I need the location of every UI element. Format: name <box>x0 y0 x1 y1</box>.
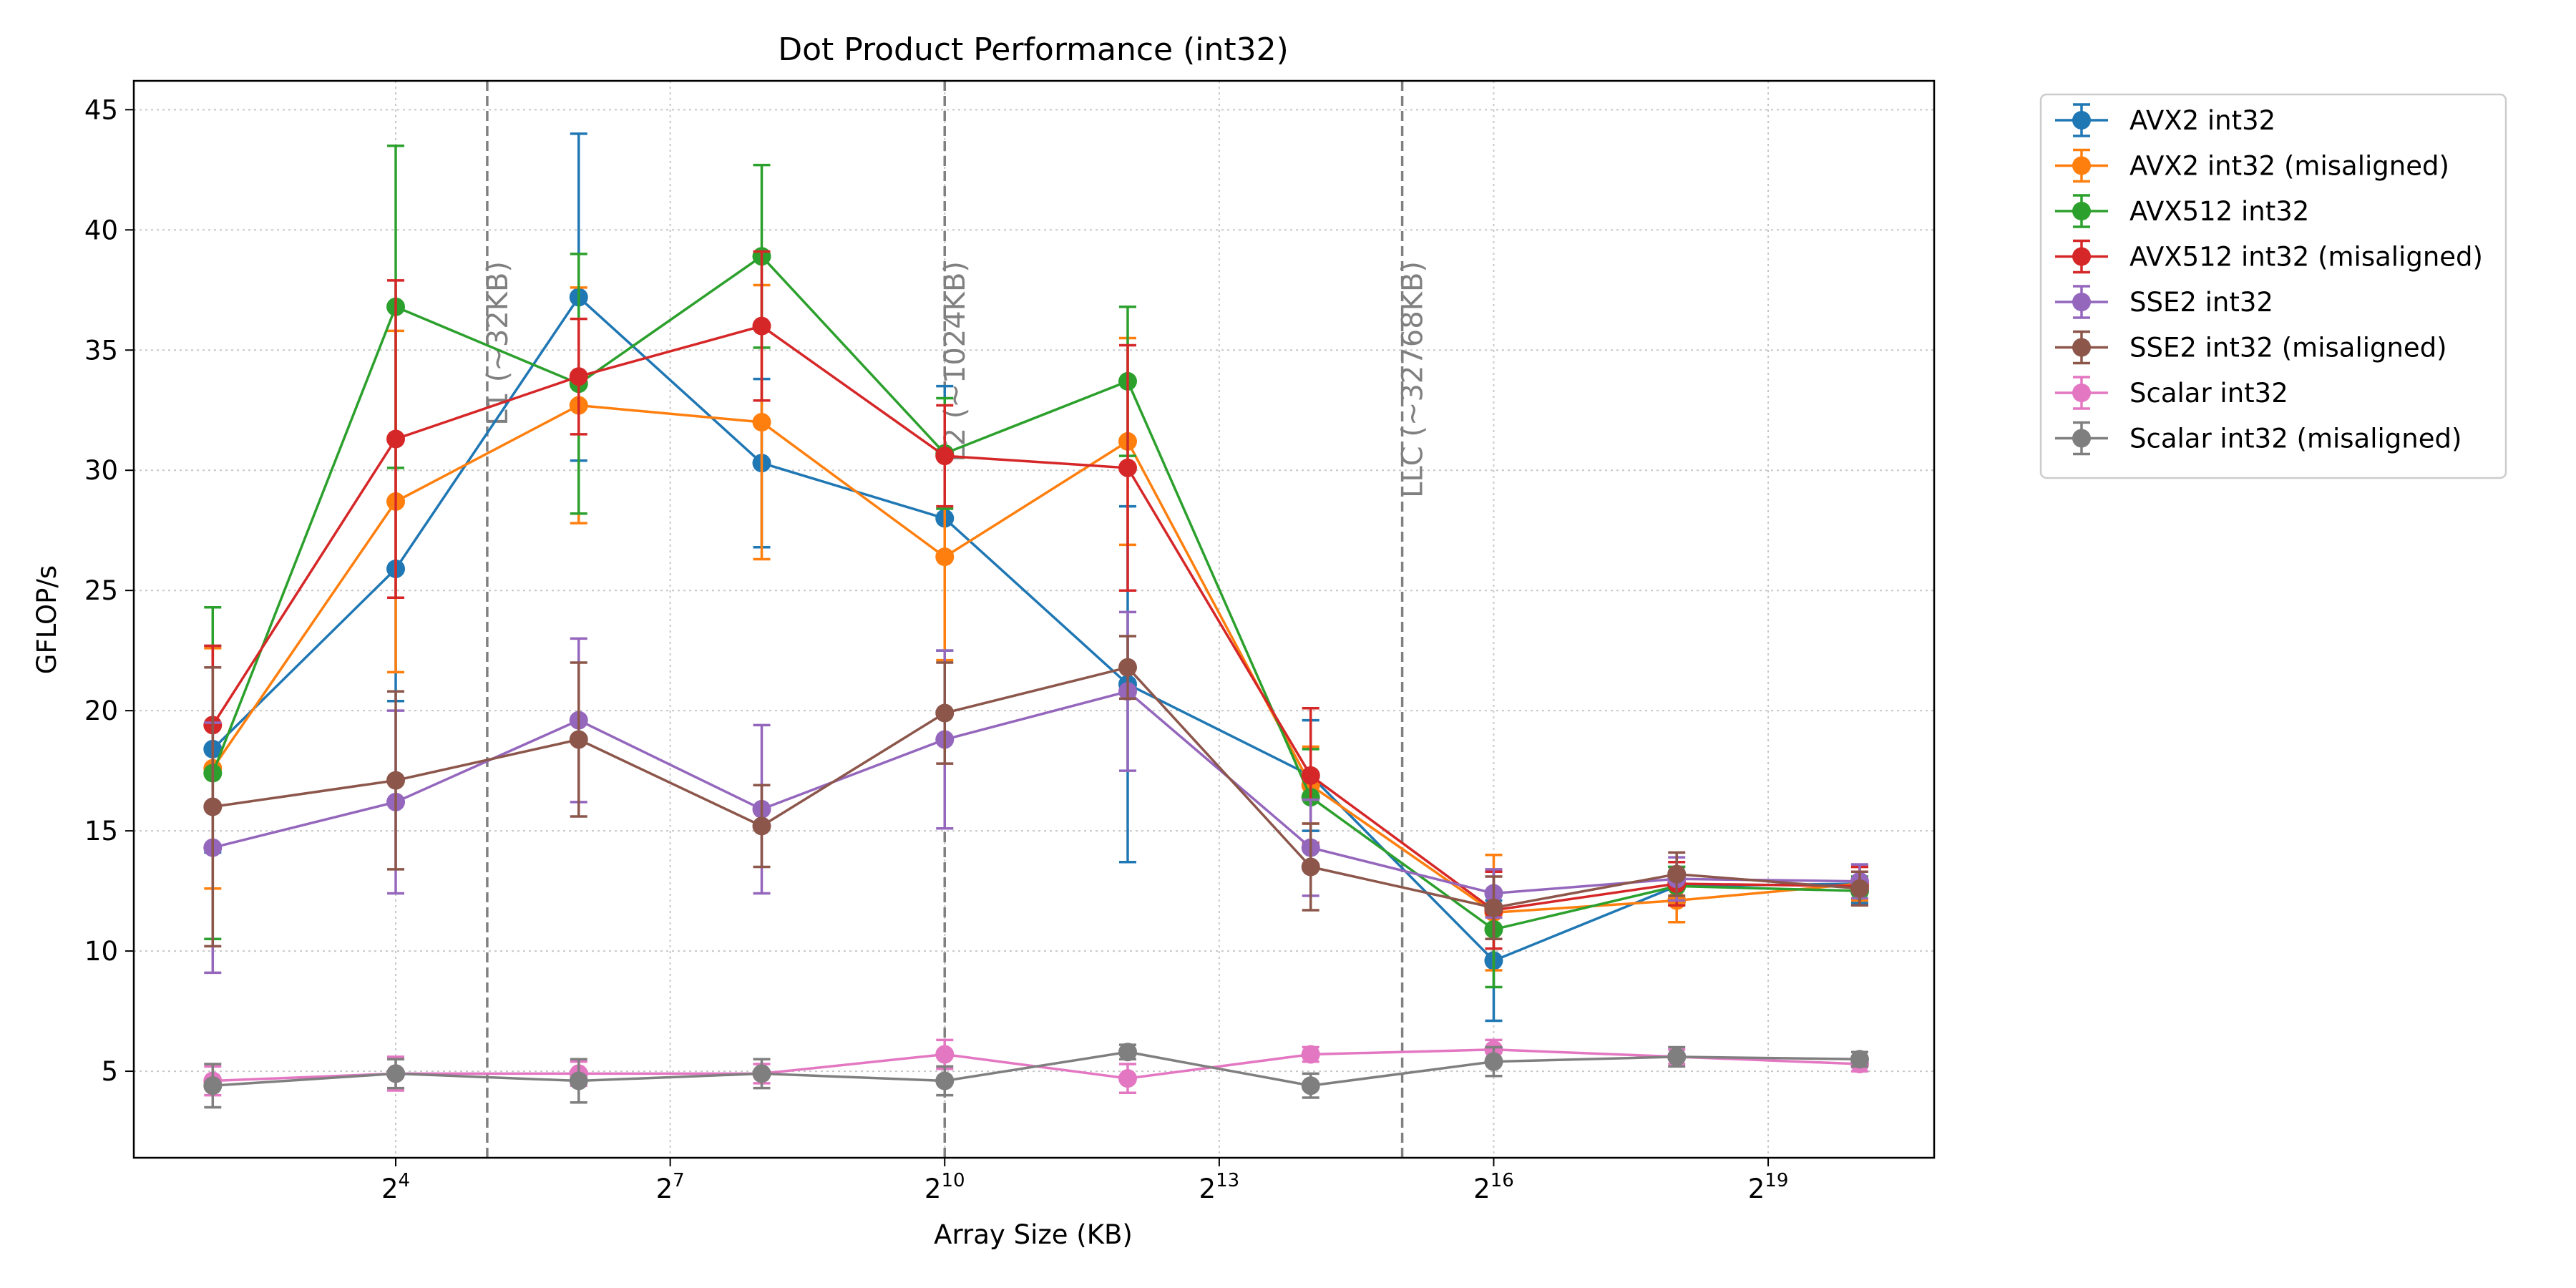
data-point <box>1301 766 1320 785</box>
data-point <box>752 1064 771 1083</box>
chart-title: Dot Product Performance (int32) <box>778 31 1289 68</box>
y-tick-label: 35 <box>84 335 118 366</box>
x-axis-label: Array Size (KB) <box>934 1219 1133 1250</box>
x-tick-label: 216 <box>1473 1170 1514 1204</box>
y-axis-ticks: 5 10 15 20 25 30 35 40 45 <box>84 94 134 1087</box>
data-point <box>386 1064 406 1083</box>
y-tick-label: 10 <box>84 936 118 967</box>
data-point <box>752 816 771 836</box>
legend-label: Scalar int32 <box>2129 378 2288 409</box>
legend-marker <box>2072 247 2091 266</box>
plot-frame <box>132 79 1936 1159</box>
legend-box <box>2039 93 2507 479</box>
x-tick-label: 27 <box>656 1170 685 1204</box>
data-point <box>1301 1076 1320 1096</box>
data-point <box>935 1045 955 1064</box>
y-tick-label: 5 <box>101 1056 118 1087</box>
cache-boundary-label: LLC (~32768KB) <box>1397 261 1430 498</box>
y-tick-label: 15 <box>84 816 118 847</box>
data-point <box>386 771 406 790</box>
legend-label: AVX512 int32 (misaligned) <box>2129 242 2483 273</box>
data-point <box>1118 1043 1137 1062</box>
cache-boundary-label: L1 (~32KB) <box>482 261 514 426</box>
series-5 <box>203 635 1869 948</box>
x-tick-label: 213 <box>1199 1170 1240 1204</box>
data-point <box>1667 1047 1687 1066</box>
series-line <box>211 254 1860 931</box>
x-tick-label: 219 <box>1748 1170 1789 1204</box>
legend-entry: AVX2 int32 <box>2055 103 2275 137</box>
legend-label: SSE2 int32 <box>2129 287 2273 318</box>
legend: AVX2 int32 AVX2 int32 (misaligned) AVX512 … <box>2039 93 2507 479</box>
legend-marker <box>2072 111 2091 130</box>
data-point <box>569 730 588 749</box>
series-line <box>213 665 1860 909</box>
legend-entry: AVX512 int32 <box>2055 194 2309 228</box>
cache-boundary-lines: L1 (~32KB) L2 (~1024KB) LLC (~32768KB) <box>482 81 1430 1158</box>
data-point <box>203 797 223 816</box>
data-point <box>1484 898 1503 917</box>
legend-marker <box>2072 156 2091 175</box>
x-tick-label: 24 <box>381 1170 410 1204</box>
data-point <box>1118 1069 1137 1088</box>
legend-marker <box>2072 293 2091 311</box>
data-point <box>1118 658 1137 677</box>
data-point <box>752 316 771 336</box>
data-point <box>935 547 955 567</box>
data-point <box>386 429 406 449</box>
legend-marker <box>2072 384 2091 402</box>
x-axis-ticks: 24 27 210 213 216 219 <box>381 1158 1788 1204</box>
y-tick-label: 25 <box>84 575 118 606</box>
legend-marker <box>2072 338 2091 357</box>
legend-label: AVX2 int32 (misaligned) <box>2129 151 2449 182</box>
data-point <box>752 413 771 432</box>
data-point <box>935 703 955 723</box>
y-tick-label: 45 <box>84 94 118 125</box>
legend-entry: Scalar int32 <box>2055 376 2288 410</box>
data-point <box>1301 857 1320 877</box>
y-tick-label: 30 <box>84 455 118 486</box>
data-point <box>569 1071 588 1091</box>
legend-label: AVX2 int32 <box>2129 105 2275 136</box>
data-point <box>1850 1050 1869 1069</box>
data-point <box>1118 458 1137 477</box>
legend-label: SSE2 int32 (misaligned) <box>2129 333 2447 364</box>
y-axis-label: GFLOP/s <box>31 565 62 674</box>
legend-entry: SSE2 int32 (misaligned) <box>2055 330 2447 365</box>
data-point <box>1301 1045 1320 1064</box>
x-tick-label: 210 <box>924 1170 965 1204</box>
legend-entry: Scalar int32 (misaligned) <box>2055 421 2462 456</box>
legend-entry: AVX2 int32 (misaligned) <box>2055 148 2449 183</box>
legend-marker <box>2072 202 2091 220</box>
data-point <box>569 367 588 386</box>
data-point <box>1484 1052 1503 1071</box>
data-point <box>203 1076 223 1096</box>
series-line <box>213 1050 1860 1087</box>
data-point <box>935 1071 955 1091</box>
data-point <box>1850 879 1869 898</box>
series-line <box>211 324 1860 912</box>
data-point <box>935 447 955 466</box>
series-line <box>212 295 1860 962</box>
y-tick-label: 20 <box>84 696 118 726</box>
legend-label: Scalar int32 (misaligned) <box>2129 424 2462 454</box>
data-point <box>1667 864 1687 884</box>
legend-marker <box>2072 429 2091 448</box>
series-7 <box>203 1043 1869 1109</box>
legend-entry: AVX512 int32 (misaligned) <box>2055 239 2483 274</box>
y-tick-label: 40 <box>84 215 118 245</box>
legend-label: AVX512 int32 <box>2129 196 2309 227</box>
legend-entry: SSE2 int32 <box>2055 285 2273 319</box>
data-series <box>203 132 1869 1109</box>
